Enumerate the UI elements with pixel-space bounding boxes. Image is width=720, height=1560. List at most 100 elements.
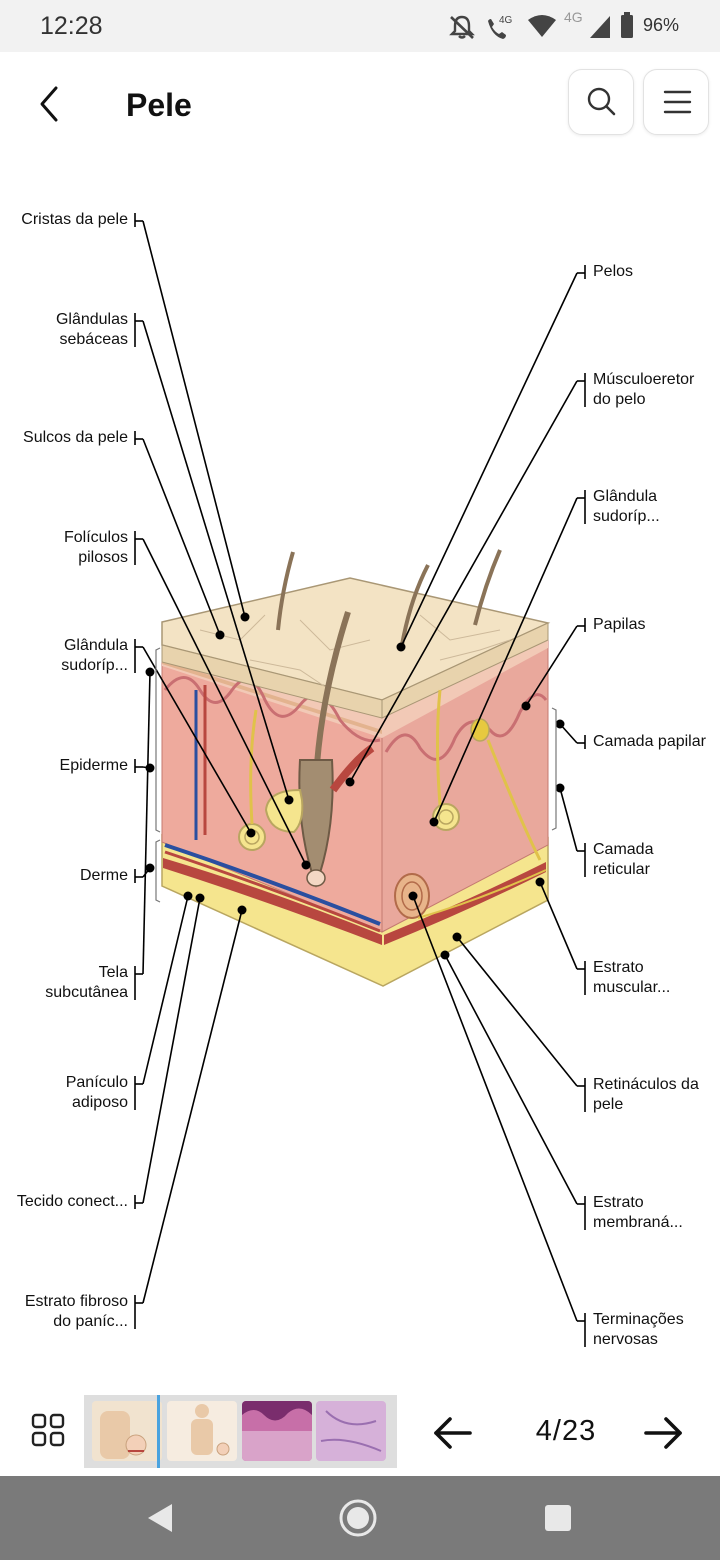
label-camada-reticular-line-2: reticular xyxy=(593,861,650,878)
label-cristas[interactable]: Cristas da pele xyxy=(21,210,128,230)
label-estrato-muscular[interactable]: Estrato muscular... xyxy=(593,958,670,998)
label-sudorip-left[interactable]: Glândula sudoríp... xyxy=(61,636,128,676)
leader-dot-estrato-membrana xyxy=(440,950,450,960)
label-paniculo-line-2: adiposo xyxy=(71,1094,128,1111)
label-retinaculos-line-1: Retináculos da xyxy=(593,1076,699,1093)
label-sudorip-right-line-1: Glândula xyxy=(593,488,658,505)
leader-dot-sulcos xyxy=(215,630,225,640)
label-epiderme-line-1: Epiderme xyxy=(59,757,128,774)
nav-home-button[interactable] xyxy=(336,1496,380,1540)
label-foliculos-line-2: pilosos xyxy=(78,549,128,566)
label-sulcos[interactable]: Sulcos da pele xyxy=(23,428,128,448)
thumbnail-4[interactable] xyxy=(316,1401,386,1461)
leader-line-musculo xyxy=(349,380,578,783)
back-icon xyxy=(40,86,58,122)
label-camada-reticular[interactable]: Camada reticular xyxy=(593,840,653,880)
muscle-band-front xyxy=(163,858,382,945)
label-estrato-muscular-line-2: muscular... xyxy=(593,979,671,996)
previous-button[interactable] xyxy=(430,1410,476,1456)
bracket-derme xyxy=(155,839,161,903)
leader-line-foliculos xyxy=(142,538,307,866)
system-navigation-bar xyxy=(0,1476,720,1560)
next-button[interactable] xyxy=(640,1410,686,1456)
label-sudorip-right[interactable]: Glândula sudoríp... xyxy=(593,487,660,527)
thumbnail-1[interactable] xyxy=(92,1401,162,1461)
label-foliculos[interactable]: Folículos pilosos xyxy=(64,528,128,568)
leader-line-sulcos xyxy=(142,438,221,636)
menu-button[interactable] xyxy=(643,69,709,135)
skin-illustration xyxy=(161,549,551,987)
label-tela[interactable]: Tela subcutânea xyxy=(45,963,128,1003)
label-sebaceas-line-1: Glândulas xyxy=(55,311,128,328)
page-title: Pele xyxy=(126,87,192,123)
label-sebaceas[interactable]: Glândulas sebáceas xyxy=(56,310,128,350)
thumbnail-3[interactable] xyxy=(242,1401,312,1461)
leader-line-papilas xyxy=(525,625,578,707)
leader-dot-camada-reticular xyxy=(555,783,565,793)
back-button[interactable] xyxy=(28,82,72,126)
label-camada-papilar[interactable]: Camada papilar xyxy=(593,732,706,752)
label-estrato-fibroso-line-1: Estrato fibroso xyxy=(24,1293,128,1310)
label-estrato-membrana-line-2: membraná... xyxy=(593,1214,683,1231)
label-papilas[interactable]: Papilas xyxy=(593,615,645,635)
label-leader-lines xyxy=(134,213,586,1347)
label-musculo-line-2: do pelo xyxy=(593,391,646,408)
label-paniculo[interactable]: Panículo adiposo xyxy=(66,1073,128,1113)
label-foliculos-line-1: Folículos xyxy=(63,529,128,546)
hair-2 xyxy=(400,564,430,646)
nav-back-button[interactable] xyxy=(138,1496,182,1540)
label-sudorip-right-line-2: sudoríp... xyxy=(593,508,660,525)
label-estrato-membrana-line-1: Estrato xyxy=(593,1194,644,1211)
nav-recents-icon xyxy=(545,1505,571,1531)
active-thumb-marker xyxy=(157,1395,160,1468)
grid-view-button[interactable] xyxy=(28,1410,68,1450)
label-derme[interactable]: Derme xyxy=(80,866,128,886)
label-derme-line-1: Derme xyxy=(79,867,128,884)
app-bar: Pele xyxy=(0,52,720,152)
label-pelos[interactable]: Pelos xyxy=(593,262,633,282)
thumbnail-2[interactable] xyxy=(167,1401,237,1461)
label-sulcos-line-1: Sulcos da pele xyxy=(23,429,128,446)
leader-line-estrato-membrana xyxy=(444,954,578,1205)
label-tela-line-2: subcutânea xyxy=(45,984,128,1001)
status-bar: 12:28 4G 4G 96% xyxy=(0,0,720,52)
svg-text:4G: 4G xyxy=(564,9,583,25)
vein-front xyxy=(164,843,381,926)
leader-line-terminacoes xyxy=(412,895,578,1322)
label-camada-papilar-line-1: Camada papilar xyxy=(593,733,706,750)
label-estrato-muscular-line-1: Estrato xyxy=(593,959,644,976)
leader-dot-terminacoes xyxy=(408,891,418,901)
label-retinaculos-line-2: pele xyxy=(593,1096,624,1113)
label-papilas-line-1: Papilas xyxy=(593,616,646,633)
nav-recents-button[interactable] xyxy=(536,1496,580,1540)
label-tela-line-1: Tela xyxy=(98,964,128,981)
search-button[interactable] xyxy=(568,69,634,135)
signal-icon: 4G xyxy=(564,9,610,38)
label-epiderme[interactable]: Epiderme xyxy=(60,756,128,776)
menu-icon xyxy=(663,90,692,114)
arrow-right-icon xyxy=(644,1417,682,1449)
label-retinaculos[interactable]: Retináculos da pele xyxy=(593,1075,699,1115)
label-tecido[interactable]: Tecido conect... xyxy=(17,1192,128,1212)
label-musculo[interactable]: Músculoeretor do pelo xyxy=(593,370,694,410)
label-terminacoes[interactable]: Terminações nervosas xyxy=(593,1310,684,1350)
label-terminacoes-line-1: Terminações xyxy=(593,1311,684,1328)
leader-line-pelos xyxy=(400,272,578,648)
bracket-camada xyxy=(551,707,557,831)
leader-dot-tecido xyxy=(195,893,205,903)
leader-dot-pelos xyxy=(396,642,406,652)
thumbnail-strip[interactable] xyxy=(84,1395,397,1468)
artery-front xyxy=(164,850,381,933)
leader-line-cristas xyxy=(142,220,246,618)
arrow-left-icon xyxy=(434,1417,472,1449)
leader-dot-estrato-fibroso xyxy=(237,905,247,915)
label-pelos-line-1: Pelos xyxy=(593,263,634,280)
leader-line-sudorip-right xyxy=(433,497,578,823)
label-estrato-fibroso[interactable]: Estrato fibroso do paníc... xyxy=(25,1292,128,1332)
hair-1 xyxy=(276,551,295,631)
label-estrato-membrana[interactable]: Estrato membraná... xyxy=(593,1193,683,1233)
label-musculo-line-1: Músculoeretor xyxy=(593,371,695,388)
call-icon: 4G xyxy=(488,15,513,39)
bottom-toolbar: 4/23 xyxy=(0,1382,720,1476)
leader-dot-camada-papilar xyxy=(555,719,565,729)
